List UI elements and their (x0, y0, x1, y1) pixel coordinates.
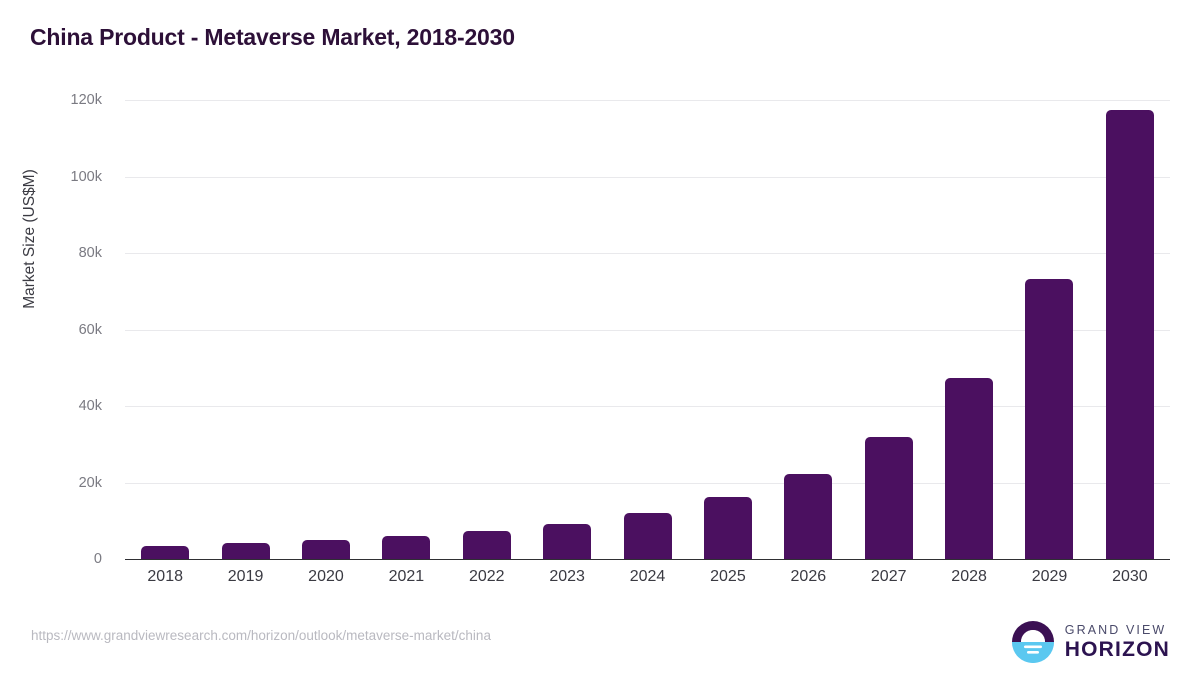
horizon-sun-icon (1011, 620, 1055, 664)
gridline (125, 329, 1170, 331)
brand-wordmark: GRAND VIEW HORIZON (1065, 624, 1170, 661)
bar[interactable] (864, 436, 913, 559)
x-axis-tick: 2019 (227, 568, 264, 585)
bar-slot (125, 100, 205, 559)
brand-line-top: GRAND VIEW (1064, 622, 1167, 637)
x-axis-tick-labels: 2018 2019 2020 2021 2022 2023 2024 2025 2026 2027… (125, 568, 1170, 586)
bar-slot (447, 100, 527, 559)
x-axis-tick: 2030 (1112, 568, 1148, 585)
y-axis-tick: 20k (78, 474, 102, 491)
bar-slot (849, 100, 929, 559)
bar[interactable] (141, 545, 190, 559)
bar-slot (1090, 100, 1170, 559)
y-axis-tick: 60k (78, 321, 102, 338)
x-axis-tick: 2027 (870, 568, 907, 585)
bar[interactable] (623, 513, 672, 559)
bar[interactable] (703, 497, 752, 559)
y-axis-tick: 100k (70, 168, 102, 185)
bar[interactable] (382, 536, 431, 559)
bar-slot (607, 100, 687, 559)
x-axis-tick: 2028 (951, 568, 987, 585)
bar-slot (929, 100, 1009, 559)
x-axis-tick: 2021 (388, 568, 425, 585)
gridline (125, 406, 1170, 407)
gridline (125, 482, 1170, 484)
gridline (125, 100, 1170, 101)
bar[interactable] (784, 473, 833, 559)
y-axis-tick: 120k (70, 92, 102, 108)
plot-area (125, 100, 1170, 560)
x-axis-tick: 2024 (629, 568, 666, 585)
x-axis-tick: 2022 (468, 568, 505, 585)
bar[interactable] (462, 530, 511, 559)
bar-slot (688, 100, 768, 559)
x-axis-line (125, 558, 1170, 560)
bar[interactable] (543, 523, 592, 559)
y-axis-tick: 80k (78, 245, 102, 261)
brand-logo: GRAND VIEW HORIZON (1011, 620, 1170, 664)
bar[interactable] (1105, 109, 1154, 559)
x-axis-tick: 2025 (710, 568, 746, 585)
bar-slot (1009, 100, 1089, 559)
bar-slot (286, 100, 366, 559)
y-axis-tick: 40k (78, 398, 102, 414)
bar[interactable] (221, 542, 270, 559)
bar[interactable] (1025, 279, 1074, 559)
bar[interactable] (945, 377, 994, 559)
y-axis-tick: 0 (93, 551, 102, 567)
x-axis-tick: 2018 (147, 568, 183, 585)
page-title: China Product - Metaverse Market, 2018-2… (30, 24, 515, 50)
bar[interactable] (301, 539, 350, 559)
bar-slot (205, 100, 285, 559)
gridline (125, 176, 1170, 178)
x-axis-tick: 2023 (549, 568, 585, 585)
gridline (125, 253, 1170, 254)
bar-slot (768, 100, 848, 559)
bar-slot (366, 100, 446, 559)
x-axis-tick: 2020 (308, 568, 344, 585)
x-axis-tick: 2026 (790, 568, 827, 585)
bar-slot (527, 100, 607, 559)
source-url[interactable]: https://www.grandviewresearch.com/horizo… (31, 628, 491, 643)
y-axis-tick-labels: 0 20k 40k 60k 80k 100k 120k (0, 92, 110, 567)
x-axis-tick: 2029 (1031, 568, 1068, 585)
gridlines (125, 100, 1170, 559)
brand-line-bottom: HORIZON (1064, 638, 1170, 662)
bar-series (125, 100, 1170, 559)
